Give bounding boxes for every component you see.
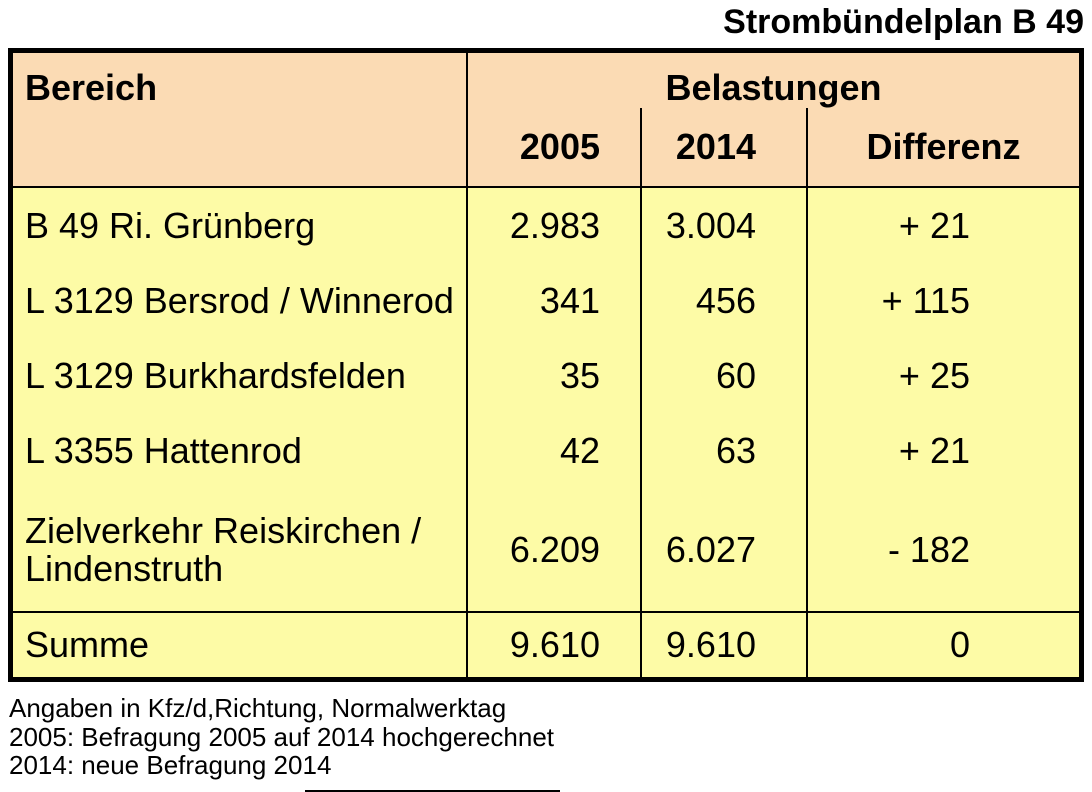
- header-separator-line: [13, 186, 1079, 188]
- table-body-background: [13, 188, 1079, 677]
- traffic-table: Bereich Belastungen 2005 2014 Differenz …: [8, 48, 1084, 682]
- value-2005: 35: [559, 354, 600, 396]
- value-2014: 3.004: [665, 204, 756, 246]
- table-total-row: Summe 9.610 9.610 0: [13, 613, 1079, 677]
- footnote-2014: 2014: neue Befragung 2014: [9, 750, 332, 780]
- value-2005: 6.209: [509, 528, 600, 570]
- value-2005: 341: [539, 279, 600, 321]
- table-row: B 49 Ri. Grünberg 2.983 3.004 + 21: [13, 188, 1079, 263]
- summe-separator-line: [13, 611, 1079, 613]
- total-2014: 9.610: [665, 624, 756, 665]
- row-label: Zielverkehr Reiskirchen / Lindenstruth: [25, 509, 422, 589]
- value-2014: 63: [715, 429, 756, 471]
- value-2005: 42: [559, 429, 600, 471]
- table-row: L 3355 Hattenrod 42 63 + 21: [13, 413, 1079, 488]
- row-label: L 3355 Hattenrod: [25, 429, 302, 471]
- value-differenz: + 25: [898, 354, 970, 396]
- value-differenz: + 21: [898, 204, 970, 246]
- table-row: L 3129 Burkhardsfelden 35 60 + 25: [13, 338, 1079, 413]
- footnote-2005: 2005: Befragung 2005 auf 2014 hochgerech…: [9, 721, 555, 752]
- value-2005: 2.983: [509, 204, 600, 246]
- table-body: B 49 Ri. Grünberg 2.983 3.004 + 21 L 312…: [13, 188, 1079, 611]
- column-divider-2014-differenz: [806, 108, 808, 677]
- row-label: B 49 Ri. Grünberg: [25, 204, 316, 246]
- value-differenz: + 115: [881, 279, 970, 321]
- value-differenz: - 182: [887, 528, 970, 570]
- column-header-bereich: Bereich: [25, 67, 158, 108]
- value-2014: 456: [695, 279, 756, 321]
- column-divider-bereich: [466, 53, 468, 677]
- total-label: Summe: [25, 624, 150, 665]
- value-differenz: + 21: [898, 429, 970, 471]
- page-title: Strombündelplan B 49: [723, 3, 1084, 41]
- footnote-units: Angaben in Kfz/d,Richtung, Normalwerktag: [9, 693, 507, 723]
- column-divider-2005-2014: [640, 108, 642, 677]
- column-header-differenz: Differenz: [866, 126, 1021, 167]
- total-2005: 9.610: [509, 624, 600, 665]
- column-header-2014: 2014: [675, 126, 756, 167]
- total-differenz: 0: [949, 624, 970, 665]
- value-2014: 6.027: [665, 528, 756, 570]
- footnotes: Angaben in Kfz/d,Richtung, Normalwerktag…: [9, 694, 554, 780]
- row-label: L 3129 Bersrod / Winnerod: [25, 279, 454, 321]
- row-label: L 3129 Burkhardsfelden: [25, 354, 406, 396]
- value-2014: 60: [715, 354, 756, 396]
- table-row: L 3129 Bersrod / Winnerod 341 456 + 115: [13, 263, 1079, 338]
- column-header-2005: 2005: [519, 126, 600, 167]
- column-group-header-belastungen: Belastungen: [665, 67, 882, 108]
- table-row: Zielverkehr Reiskirchen / Lindenstruth 6…: [13, 488, 1079, 611]
- cutoff-line-artifact: [305, 790, 560, 792]
